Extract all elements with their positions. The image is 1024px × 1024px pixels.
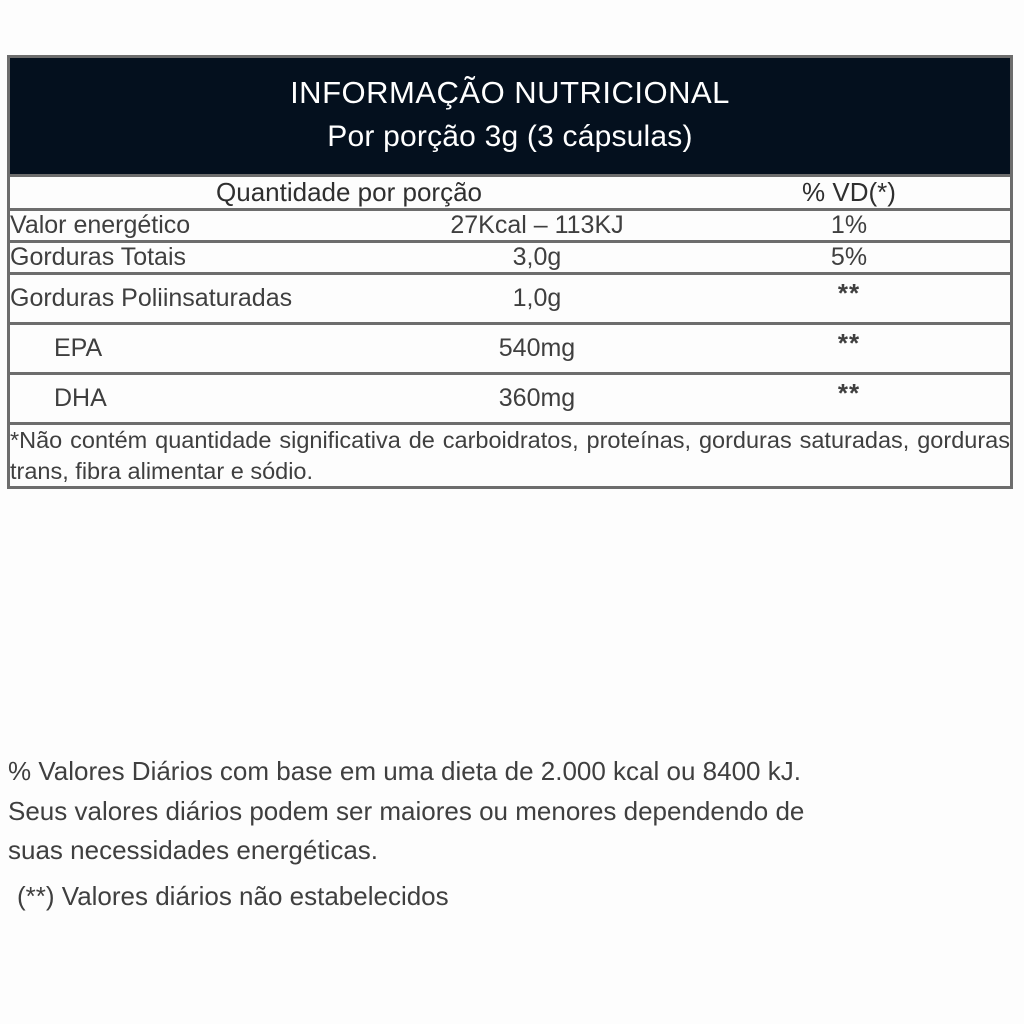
nutrient-amount: 3,0g <box>386 240 688 274</box>
table-row: Gorduras Totais 3,0g 5% <box>10 240 1010 274</box>
nutrient-name: EPA <box>10 322 386 374</box>
table-title: INFORMAÇÃO NUTRICIONAL <box>290 75 730 110</box>
nutrient-grid: Quantidade por porção % VD(*) Valor ener… <box>10 177 1010 487</box>
nutrient-name: Gorduras Totais <box>10 240 386 274</box>
table-title-banner: INFORMAÇÃO NUTRICIONAL Por porção 3g (3 … <box>10 58 1010 178</box>
nutrient-vd: ** <box>688 272 1010 324</box>
nutrient-amount: 27Kcal – 113KJ <box>386 208 688 242</box>
nutrient-amount: 360mg <box>386 372 688 424</box>
table-row: Valor energético 27Kcal – 113KJ 1% <box>10 208 1010 242</box>
column-header-amount: Quantidade por porção <box>10 177 688 210</box>
nutrient-amount: 540mg <box>386 322 688 374</box>
disclaimer-line-1: % Valores Diários com base em uma dieta … <box>8 756 801 786</box>
nutrient-vd: ** <box>688 322 1010 374</box>
nutrient-vd: 1% <box>688 208 1010 242</box>
nutrient-vd: ** <box>688 372 1010 424</box>
nutrient-vd: 5% <box>688 240 1010 274</box>
nutrient-name: Valor energético <box>10 208 386 242</box>
table-footnote: *Não contém quantidade significativa de … <box>10 422 1010 487</box>
disclaimer-line-4: (**) Valores diários não estabelecidos <box>17 880 449 911</box>
nutrient-amount: 1,0g <box>386 272 688 324</box>
table-row: Gorduras Poliinsaturadas 1,0g ** <box>10 272 1010 324</box>
disclaimer-line-3: suas necessidades energéticas. <box>8 835 379 866</box>
nutrient-name: DHA <box>10 372 386 424</box>
table-row: DHA 360mg ** <box>10 372 1010 424</box>
disclaimer-line-2: Seus valores diários podem ser maiores o… <box>8 795 805 826</box>
nutrient-name: Gorduras Poliinsaturadas <box>10 272 386 324</box>
daily-values-disclaimer: % Valores Diários com base em uma dieta … <box>8 752 1014 916</box>
table-header-row: Quantidade por porção % VD(*) <box>10 177 1010 210</box>
nutrition-facts-table: INFORMAÇÃO NUTRICIONAL Por porção 3g (3 … <box>7 55 1013 490</box>
table-row: EPA 540mg ** <box>10 322 1010 374</box>
serving-size-subtitle: Por porção 3g (3 cápsulas) <box>327 119 693 153</box>
table-note-row: *Não contém quantidade significativa de … <box>10 422 1010 487</box>
column-header-vd: % VD(*) <box>688 177 1010 210</box>
